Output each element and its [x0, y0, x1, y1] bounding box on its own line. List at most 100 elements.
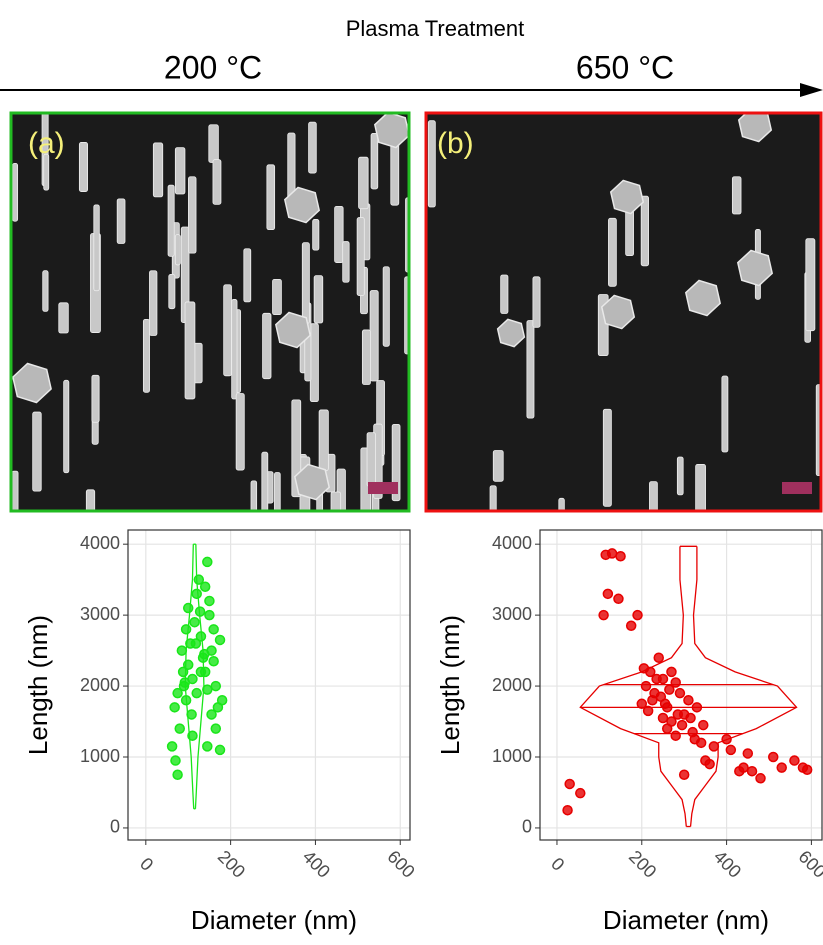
point: [564, 778, 575, 790]
nanowire: [272, 278, 282, 316]
nanowire: [640, 195, 649, 267]
y-tick-label: 3000: [80, 604, 120, 624]
nanowire: [301, 242, 310, 324]
nanowire: [212, 159, 222, 205]
nanowire: [318, 409, 329, 471]
point: [174, 723, 185, 734]
point: [674, 687, 686, 699]
point: [742, 748, 754, 759]
arrow-head: [800, 83, 823, 97]
point: [202, 741, 213, 752]
nanowire: [208, 124, 219, 163]
header-left: 200 °C: [164, 49, 262, 85]
point: [191, 687, 202, 699]
nanowire: [262, 312, 272, 380]
point: [640, 680, 652, 692]
x-axis-title: Diameter (nm): [191, 905, 357, 935]
point: [169, 702, 180, 713]
x-tick-label: 200: [625, 846, 660, 881]
panel-border: [9, 111, 411, 513]
point: [170, 755, 181, 766]
plot-border: [127, 529, 411, 841]
x-tick-label: 400: [299, 846, 334, 881]
point: [801, 764, 813, 776]
nanowire: [731, 176, 742, 215]
point: [636, 698, 648, 710]
point: [666, 666, 677, 678]
point: [685, 712, 696, 724]
nanowire: [42, 270, 49, 312]
point: [664, 684, 675, 695]
nanowire: [32, 411, 42, 492]
nanowire: [558, 497, 565, 511]
nanowire: [356, 217, 365, 296]
nanowire: [188, 176, 197, 254]
nanowire: [492, 450, 504, 482]
point: [214, 634, 226, 646]
nanowire: [184, 301, 196, 400]
sem-image: [426, 113, 822, 511]
crystal: [736, 249, 774, 287]
point: [659, 698, 671, 710]
point: [602, 588, 614, 600]
point: [216, 695, 228, 706]
point: [613, 593, 624, 605]
nanowire: [152, 142, 164, 198]
y-tick-label: 4000: [492, 533, 532, 553]
header-title: Plasma Treatment: [346, 16, 525, 41]
point: [186, 709, 197, 720]
violin-left: [579, 546, 687, 827]
y-axis-title: Length (nm): [435, 615, 465, 755]
point: [166, 741, 178, 752]
nanowire: [358, 156, 369, 210]
point: [180, 624, 192, 635]
nanowire: [721, 375, 729, 453]
point: [191, 588, 202, 600]
nanowire: [174, 147, 186, 195]
point: [789, 755, 800, 766]
point: [210, 723, 222, 734]
point: [767, 751, 779, 763]
sem-image: [11, 113, 409, 511]
crystal: [609, 179, 645, 215]
x-tick-label: 200: [214, 846, 249, 881]
panel-border: [424, 111, 823, 513]
point: [210, 680, 222, 692]
point: [177, 666, 189, 678]
point: [182, 659, 194, 671]
point: [746, 765, 758, 777]
crystal: [496, 318, 526, 348]
point: [615, 550, 626, 562]
y-tick-label: 0: [522, 817, 532, 837]
y-tick-label: 1000: [80, 746, 120, 766]
nanowire: [370, 133, 379, 190]
nanowire: [168, 274, 176, 310]
nanowire: [250, 480, 258, 511]
point: [683, 695, 694, 706]
point: [670, 730, 681, 741]
point: [206, 709, 217, 720]
scale-bar: [782, 482, 812, 494]
nanowire: [274, 472, 281, 511]
nanowire: [334, 205, 344, 263]
crystal: [283, 186, 321, 224]
y-tick-label: 2000: [492, 675, 532, 695]
nanowire: [313, 275, 324, 324]
nanowire: [382, 266, 390, 347]
x-tick-label: 400: [710, 846, 745, 881]
point: [562, 804, 573, 816]
point: [651, 673, 662, 685]
point: [672, 709, 684, 720]
nanowire: [532, 276, 541, 328]
point: [214, 744, 226, 756]
nanowire: [309, 323, 319, 403]
point: [708, 741, 720, 752]
nanowire: [261, 451, 269, 511]
crystal: [12, 362, 52, 404]
nanowire: [142, 318, 150, 393]
point: [195, 666, 207, 678]
nanowire: [312, 219, 320, 251]
nanowire: [231, 299, 238, 400]
point: [204, 609, 215, 621]
point: [199, 648, 210, 660]
